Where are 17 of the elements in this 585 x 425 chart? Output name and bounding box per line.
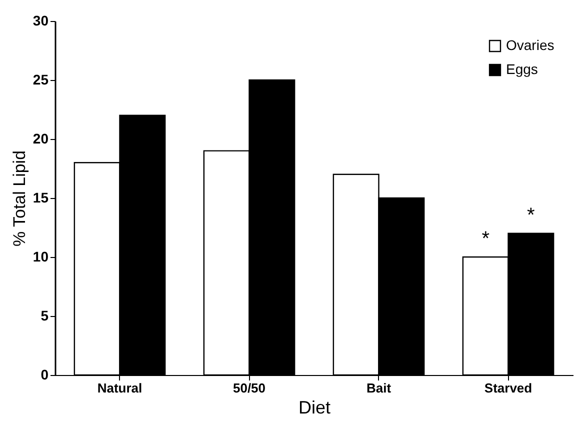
x-tick-label: 50/50 <box>232 380 266 396</box>
legend-label: Eggs <box>506 61 538 77</box>
y-tick-label: 10 <box>32 248 49 264</box>
y-tick-label: 5 <box>40 308 49 324</box>
y-tick-label: 25 <box>32 72 49 88</box>
x-tick-label: Starved <box>484 380 532 396</box>
x-tick-label: Bait <box>366 380 392 396</box>
y-axis-title: % Total Lipid <box>10 150 29 247</box>
annotation: * <box>527 204 536 226</box>
x-axis-title: Diet <box>298 398 331 418</box>
legend-label: Ovaries <box>506 37 554 53</box>
annotation: * <box>482 228 490 250</box>
y-tick-label: 20 <box>32 130 49 146</box>
y-tick-label: 0 <box>40 366 49 382</box>
y-tick-label: 15 <box>32 190 49 206</box>
y-tick-label: 30 <box>32 12 49 28</box>
x-tick-label: Natural <box>97 380 142 396</box>
